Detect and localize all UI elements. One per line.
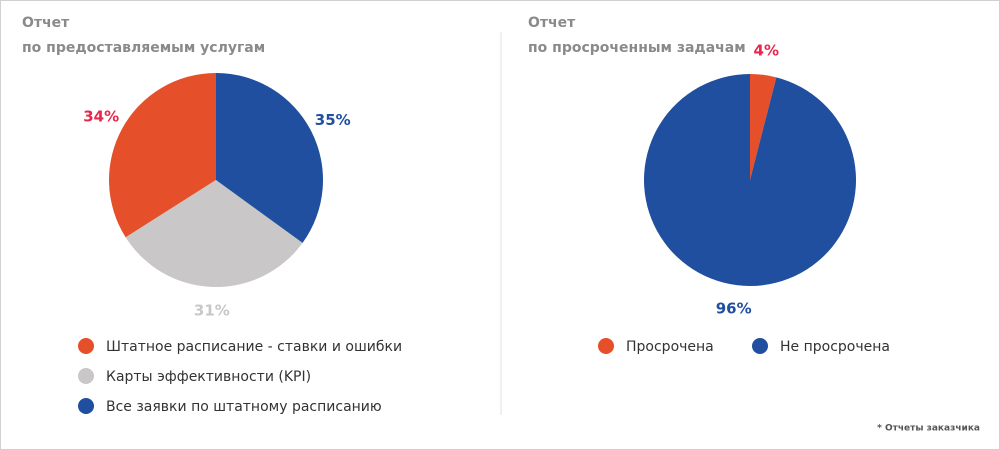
legend-label: Штатное расписание - ставки и ошибки bbox=[106, 339, 402, 355]
legend-label: Карты эффективности (KPI) bbox=[106, 369, 311, 385]
chart-subtitle: по просроченным задачам bbox=[528, 40, 746, 56]
chart-title: Отчет bbox=[22, 15, 70, 31]
chart-subtitle: по предоставляемым услугам bbox=[22, 40, 265, 56]
pie-slice bbox=[750, 74, 777, 180]
pie-slice bbox=[108, 73, 216, 238]
chart-title: Отчет bbox=[528, 15, 576, 31]
pie-slice bbox=[216, 73, 323, 243]
value-label: 4% bbox=[754, 42, 779, 60]
legend-label: Все заявки по штатному расписанию bbox=[106, 399, 382, 415]
legend-swatch bbox=[752, 338, 768, 354]
value-label: 34% bbox=[83, 107, 119, 125]
value-label: 96% bbox=[716, 299, 752, 317]
legend-swatch bbox=[78, 398, 94, 414]
value-label: 35% bbox=[315, 111, 351, 129]
footnote: * Отчеты заказчика bbox=[877, 424, 980, 434]
legend-swatch bbox=[598, 338, 614, 354]
value-label: 31% bbox=[194, 301, 230, 319]
legend-label: Не просрочена bbox=[780, 339, 890, 355]
legend-label: Просрочена bbox=[626, 339, 714, 355]
legend-swatch bbox=[78, 368, 94, 384]
pie-slice bbox=[644, 74, 856, 286]
pie-slice bbox=[125, 180, 303, 287]
legend-swatch bbox=[78, 338, 94, 354]
